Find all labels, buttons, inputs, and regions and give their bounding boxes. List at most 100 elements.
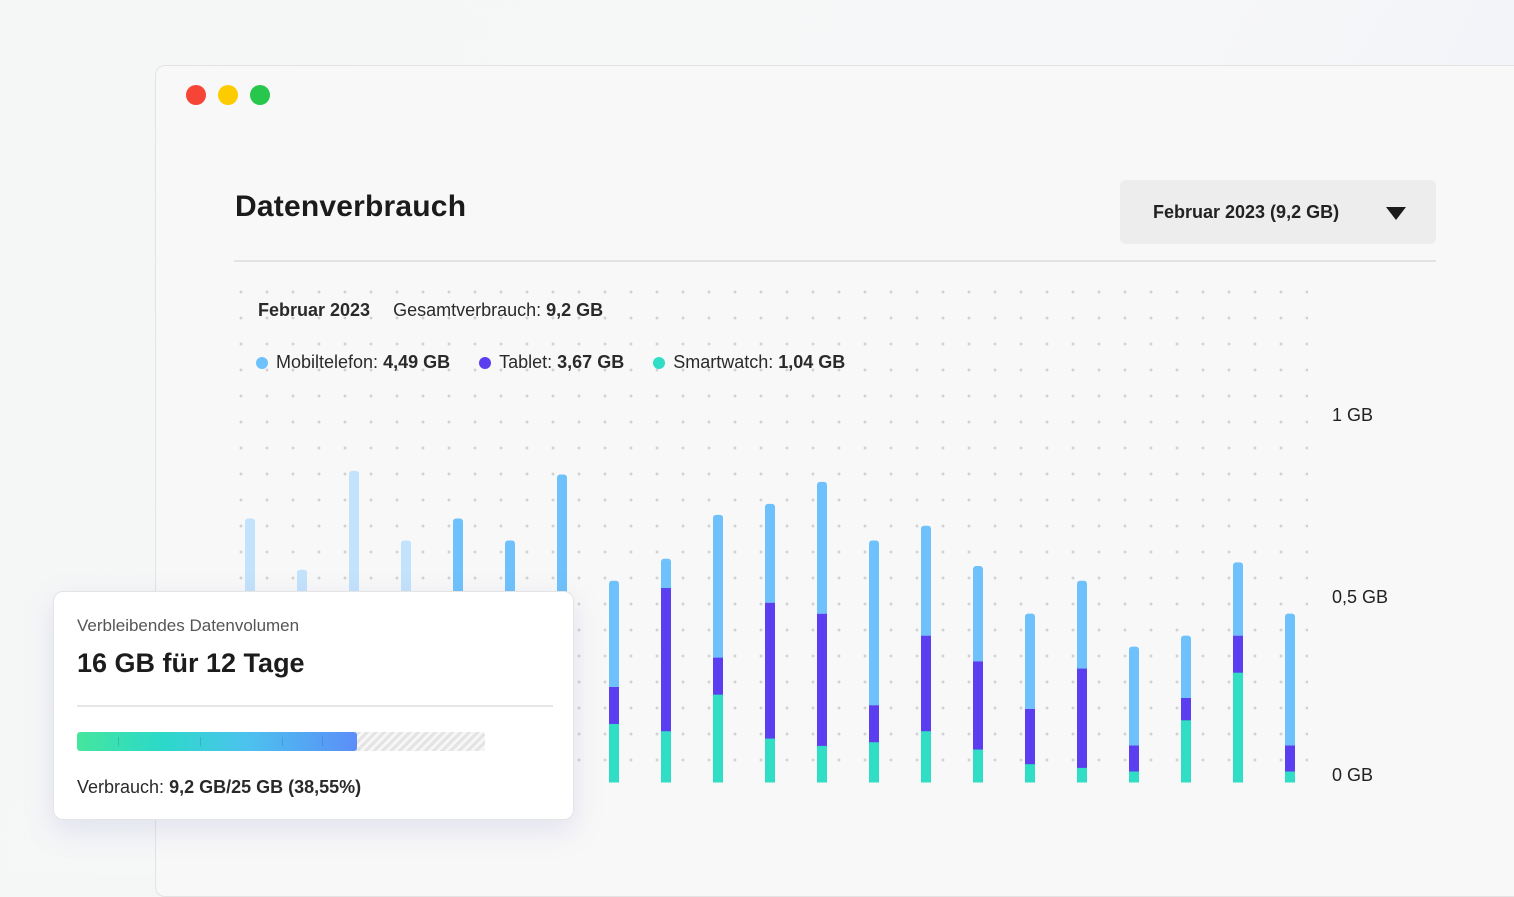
bar-segment-mobiltelefon: [1181, 635, 1191, 698]
bar-segment-smartwatch: [661, 730, 671, 783]
bar-segment-mobiltelefon: [1129, 646, 1139, 746]
bar-segment-base: [609, 682, 619, 687]
remaining-data-card: Verbleibendes Datenvolumen 16 GB für 12 …: [53, 591, 574, 820]
bar-segment-mobiltelefon: [817, 481, 827, 614]
y-tick-label: 0 GB: [1332, 765, 1374, 785]
bar-day-21: [1285, 613, 1295, 783]
bar-segment-smartwatch: [817, 745, 827, 783]
bar-segment-base: [1077, 664, 1087, 669]
bar-segment-base: [973, 657, 983, 662]
summary-total-value: 9,2 GB: [546, 300, 604, 320]
bar-segment-mobiltelefon: [713, 514, 723, 658]
bar-segment-mobiltelefon: [1285, 613, 1295, 746]
bar-segment-mobiltelefon: [609, 580, 619, 687]
bar-segment-smartwatch: [1077, 767, 1087, 783]
bar-segment-smartwatch: [713, 694, 723, 783]
bar-segment-tablet: [1077, 668, 1087, 768]
bar-segment-smartwatch: [921, 730, 931, 783]
bar-segment-mobiltelefon: [1233, 562, 1243, 636]
bar-day-16: [1025, 613, 1035, 783]
bar-segment-mobiltelefon: [765, 503, 775, 603]
usage-label: Verbrauch:: [77, 777, 165, 797]
chart-legend: Mobiltelefon: 4,49 GB Tablet: 3,67 GB Sm…: [256, 352, 874, 373]
bar-segment-tablet: [921, 635, 931, 732]
window-controls: [186, 85, 270, 105]
month-select-dropdown[interactable]: Februar 2023 (9,2 GB): [1120, 180, 1436, 244]
bar-segment-smartwatch: [1181, 719, 1191, 783]
bar-segment-smartwatch: [1285, 771, 1295, 783]
bar-segment-base: [1129, 741, 1139, 746]
usage-value: 9,2 GB/25 GB (38,55%): [169, 777, 362, 797]
bar-segment-base: [1285, 741, 1295, 746]
bar-segment-tablet: [973, 661, 983, 750]
bar-segment-tablet: [1285, 745, 1295, 772]
progress-tick: [282, 737, 283, 746]
bar-segment-mobiltelefon: [869, 540, 879, 706]
header-divider: [234, 260, 1436, 262]
bar-segment-mobiltelefon: [661, 558, 671, 589]
bar-segment-base: [921, 631, 931, 636]
bar-day-17: [1077, 580, 1087, 783]
legend-value: 4,49 GB: [383, 352, 451, 372]
bar-segment-tablet: [713, 657, 723, 695]
legend-item-tablet: Tablet: 3,67 GB: [479, 352, 624, 373]
legend-value: 3,67 GB: [557, 352, 625, 372]
usage-progress-fill: [77, 732, 357, 751]
bar-segment-smartwatch: [609, 723, 619, 783]
bar-segment-smartwatch: [1129, 771, 1139, 783]
page-title: Datenverbrauch: [235, 190, 467, 223]
card-divider: [77, 705, 553, 707]
legend-item-mobiltelefon: Mobiltelefon: 4,49 GB: [256, 352, 450, 373]
bar-segment-mobiltelefon: [1025, 613, 1035, 709]
bar-segment-tablet: [765, 602, 775, 739]
bar-segment-mobiltelefon: [1077, 580, 1087, 669]
bar-segment-base: [1181, 693, 1191, 698]
usage-summary: Februar 2023 Gesamtverbrauch: 9,2 GB: [258, 300, 603, 321]
bar-segment-base: [869, 701, 879, 706]
bar-segment-smartwatch: [765, 738, 775, 783]
bar-segment-mobiltelefon: [921, 525, 931, 636]
legend-item-smartwatch: Smartwatch: 1,04 GB: [653, 352, 845, 373]
progress-tick: [200, 737, 201, 746]
bar-day-9: [661, 558, 671, 783]
progress-tick: [118, 737, 119, 746]
bar-segment-smartwatch: [1233, 672, 1243, 783]
y-tick-label: 0,5 GB: [1332, 587, 1389, 607]
bar-day-15: [973, 566, 983, 783]
bar-segment-smartwatch: [1025, 763, 1035, 783]
bar-day-13: [869, 540, 879, 783]
bar-day-11: [765, 503, 775, 783]
bar-day-18: [1129, 646, 1139, 783]
close-window-button[interactable]: [186, 85, 206, 105]
usage-text: Verbrauch: 9,2 GB/25 GB (38,55%): [77, 777, 361, 798]
bar-segment-tablet: [817, 613, 827, 746]
bar-segment-smartwatch: [869, 741, 879, 783]
bar-day-14: [921, 525, 931, 783]
legend-label: Smartwatch:: [673, 352, 774, 372]
legend-dot-mobiltelefon: [256, 356, 268, 369]
bar-day-10: [713, 514, 723, 783]
legend-dot-smartwatch: [653, 356, 666, 369]
minimize-window-button[interactable]: [218, 85, 238, 105]
bar-segment-tablet: [1129, 745, 1139, 772]
legend-label: Tablet:: [499, 352, 553, 372]
maximize-window-button[interactable]: [250, 85, 270, 105]
bar-segment-tablet: [1025, 708, 1035, 765]
bar-segment-base: [765, 598, 775, 603]
summary-total-label: Gesamtverbrauch:: [393, 300, 542, 320]
bar-segment-base: [661, 584, 671, 589]
legend-dot-tablet: [479, 356, 492, 369]
usage-progress-bar: [77, 732, 485, 751]
bar-segment-base: [713, 653, 723, 658]
bar-day-20: [1233, 562, 1243, 783]
month-select-label: Februar 2023 (9,2 GB): [1153, 201, 1340, 222]
bar-segment-tablet: [609, 686, 619, 724]
bar-segment-tablet: [661, 588, 671, 732]
remaining-data-caption: Verbleibendes Datenvolumen: [77, 616, 300, 635]
bar-segment-base: [817, 609, 827, 614]
bar-segment-mobiltelefon: [973, 566, 983, 662]
bar-day-12: [817, 481, 827, 783]
legend-label: Mobiltelefon:: [276, 352, 379, 372]
bar-segment-tablet: [1181, 697, 1191, 721]
bar-day-19: [1181, 635, 1191, 783]
